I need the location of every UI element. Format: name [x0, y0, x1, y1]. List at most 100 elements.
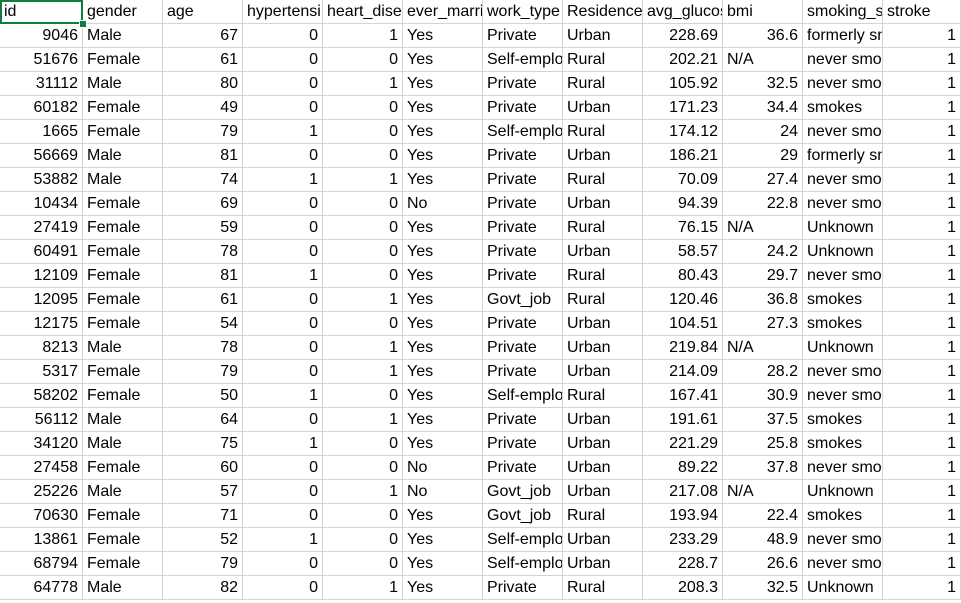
table-cell[interactable]: 0: [323, 48, 403, 72]
table-cell[interactable]: Rural: [563, 120, 643, 144]
table-cell[interactable]: 191.61: [643, 408, 723, 432]
table-cell[interactable]: 1: [243, 264, 323, 288]
table-cell[interactable]: No: [403, 192, 483, 216]
table-cell[interactable]: Self-emplo: [483, 384, 563, 408]
table-cell[interactable]: 25.8: [723, 432, 803, 456]
table-cell[interactable]: never smok: [803, 360, 883, 384]
table-cell[interactable]: 1: [323, 288, 403, 312]
table-cell[interactable]: Male: [83, 72, 163, 96]
table-cell[interactable]: 0: [243, 96, 323, 120]
table-cell[interactable]: 36.6: [723, 24, 803, 48]
table-cell[interactable]: formerly sm: [803, 24, 883, 48]
table-cell[interactable]: 0: [243, 576, 323, 600]
table-cell[interactable]: Female: [83, 216, 163, 240]
table-cell[interactable]: 80: [163, 72, 243, 96]
table-cell[interactable]: Rural: [563, 264, 643, 288]
table-cell[interactable]: never smok: [803, 528, 883, 552]
fill-handle[interactable]: [79, 20, 87, 28]
header-cell-gender[interactable]: gender: [83, 0, 163, 24]
table-cell[interactable]: Female: [83, 48, 163, 72]
table-cell[interactable]: 0: [243, 312, 323, 336]
table-cell[interactable]: Private: [483, 408, 563, 432]
table-cell[interactable]: 76.15: [643, 216, 723, 240]
table-cell[interactable]: 81: [163, 264, 243, 288]
table-cell[interactable]: 1: [883, 456, 961, 480]
table-cell[interactable]: 193.94: [643, 504, 723, 528]
table-cell[interactable]: 50: [163, 384, 243, 408]
table-cell[interactable]: 64778: [0, 576, 83, 600]
table-cell[interactable]: 22.8: [723, 192, 803, 216]
table-cell[interactable]: Self-emplo: [483, 120, 563, 144]
table-cell[interactable]: Rural: [563, 288, 643, 312]
table-cell[interactable]: 28.2: [723, 360, 803, 384]
table-cell[interactable]: 0: [243, 48, 323, 72]
table-cell[interactable]: smokes: [803, 312, 883, 336]
header-cell-age[interactable]: age: [163, 0, 243, 24]
table-cell[interactable]: Rural: [563, 384, 643, 408]
table-cell[interactable]: 75: [163, 432, 243, 456]
table-cell[interactable]: Yes: [403, 120, 483, 144]
table-cell[interactable]: Urban: [563, 432, 643, 456]
table-cell[interactable]: Unknown: [803, 336, 883, 360]
table-cell[interactable]: 12095: [0, 288, 83, 312]
table-cell[interactable]: Yes: [403, 408, 483, 432]
table-cell[interactable]: Yes: [403, 528, 483, 552]
table-cell[interactable]: 217.08: [643, 480, 723, 504]
table-cell[interactable]: 80.43: [643, 264, 723, 288]
table-cell[interactable]: 0: [243, 24, 323, 48]
table-cell[interactable]: 214.09: [643, 360, 723, 384]
table-cell[interactable]: 1: [883, 264, 961, 288]
table-cell[interactable]: 1: [323, 336, 403, 360]
table-cell[interactable]: 27458: [0, 456, 83, 480]
table-cell[interactable]: 1: [323, 24, 403, 48]
table-cell[interactable]: Private: [483, 216, 563, 240]
table-cell[interactable]: No: [403, 480, 483, 504]
table-cell[interactable]: Female: [83, 312, 163, 336]
table-cell[interactable]: Urban: [563, 552, 643, 576]
table-cell[interactable]: Govt_job: [483, 504, 563, 528]
table-cell[interactable]: Self-emplo: [483, 528, 563, 552]
table-cell[interactable]: 1: [243, 384, 323, 408]
table-cell[interactable]: 1: [883, 120, 961, 144]
table-cell[interactable]: 34120: [0, 432, 83, 456]
table-cell[interactable]: Urban: [563, 336, 643, 360]
table-cell[interactable]: Yes: [403, 72, 483, 96]
table-cell[interactable]: 186.21: [643, 144, 723, 168]
table-cell[interactable]: 228.69: [643, 24, 723, 48]
header-cell-work-type[interactable]: work_type: [483, 0, 563, 24]
table-cell[interactable]: 24: [723, 120, 803, 144]
table-cell[interactable]: 0: [243, 360, 323, 384]
table-cell[interactable]: Female: [83, 528, 163, 552]
table-cell[interactable]: 0: [323, 528, 403, 552]
table-cell[interactable]: Male: [83, 408, 163, 432]
table-cell[interactable]: 56669: [0, 144, 83, 168]
table-cell[interactable]: Urban: [563, 312, 643, 336]
table-cell[interactable]: 0: [243, 288, 323, 312]
table-cell[interactable]: 69: [163, 192, 243, 216]
table-cell[interactable]: 1: [883, 24, 961, 48]
table-cell[interactable]: 79: [163, 552, 243, 576]
header-cell-heart-disease[interactable]: heart_dise: [323, 0, 403, 24]
table-cell[interactable]: 25226: [0, 480, 83, 504]
table-cell[interactable]: Private: [483, 432, 563, 456]
table-cell[interactable]: never smok: [803, 192, 883, 216]
table-cell[interactable]: Yes: [403, 576, 483, 600]
table-cell[interactable]: Urban: [563, 480, 643, 504]
table-cell[interactable]: 0: [243, 408, 323, 432]
table-cell[interactable]: Unknown: [803, 576, 883, 600]
table-cell[interactable]: 32.5: [723, 72, 803, 96]
table-cell[interactable]: 60: [163, 456, 243, 480]
table-cell[interactable]: 0: [323, 144, 403, 168]
table-cell[interactable]: smokes: [803, 432, 883, 456]
table-cell[interactable]: 171.23: [643, 96, 723, 120]
table-cell[interactable]: Private: [483, 192, 563, 216]
table-cell[interactable]: 0: [323, 552, 403, 576]
table-cell[interactable]: 57: [163, 480, 243, 504]
table-cell[interactable]: Private: [483, 264, 563, 288]
table-cell[interactable]: 56112: [0, 408, 83, 432]
table-cell[interactable]: 1: [883, 144, 961, 168]
table-cell[interactable]: 1: [323, 408, 403, 432]
table-cell[interactable]: 79: [163, 360, 243, 384]
table-cell[interactable]: 13861: [0, 528, 83, 552]
table-cell[interactable]: Private: [483, 72, 563, 96]
